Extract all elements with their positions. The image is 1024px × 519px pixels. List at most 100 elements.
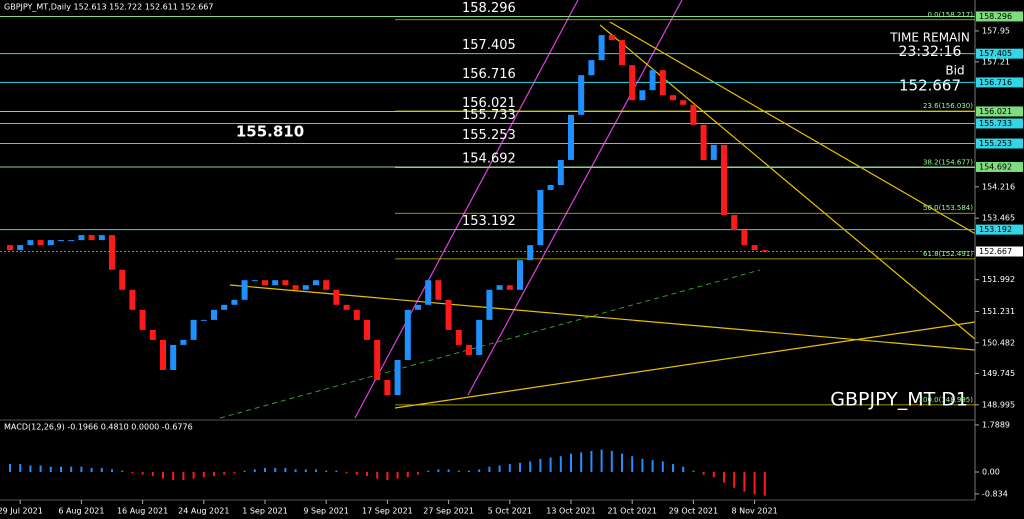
- macd-bar: [406, 471, 409, 478]
- candle-body: [537, 190, 544, 246]
- candle-body: [659, 70, 666, 96]
- macd-bar: [447, 469, 450, 472]
- candle-body: [649, 70, 656, 91]
- price-level-tag: [976, 224, 1023, 235]
- candle-body: [364, 319, 370, 340]
- candle-body: [547, 184, 554, 190]
- candle-body: [241, 280, 248, 300]
- candle-body: [527, 245, 534, 261]
- macd-bar: [111, 469, 113, 472]
- candle-body: [231, 299, 238, 305]
- macd-bar: [417, 471, 419, 475]
- macd-bar: [315, 469, 317, 472]
- bid: 152.667: [899, 77, 961, 95]
- annotation: 155.810: [236, 123, 304, 141]
- candle-body: [404, 309, 411, 360]
- candle-body: [721, 144, 727, 216]
- macd-bar: [29, 465, 32, 472]
- x-tick-label: 16 Aug 2021: [117, 507, 168, 516]
- macd-bar: [151, 471, 154, 476]
- macd-bar: [641, 458, 644, 472]
- x-tick-label: 13 Oct 2021: [546, 507, 595, 516]
- macd-bar: [672, 464, 674, 472]
- macd-bar: [223, 471, 226, 475]
- candle-body: [109, 235, 115, 270]
- price-level-label: 154.692: [462, 151, 516, 166]
- candle-body: [619, 40, 625, 66]
- candle-body: [496, 285, 503, 290]
- candle-body: [629, 65, 636, 101]
- candle-body: [517, 260, 523, 290]
- macd-bar: [478, 469, 481, 472]
- candle-body: [568, 114, 574, 160]
- x-tick-label: 27 Sep 2021: [423, 507, 474, 516]
- macd-bar: [366, 471, 368, 476]
- macd-bar: [294, 469, 297, 472]
- price-level-tag: [976, 118, 1023, 129]
- candle-body: [415, 304, 421, 310]
- macd-bar: [610, 450, 613, 472]
- macd-bar: [559, 456, 562, 472]
- macd-bar: [90, 468, 93, 472]
- macd-bar: [304, 469, 307, 472]
- macd-bar: [172, 471, 175, 480]
- candle-body: [608, 35, 615, 41]
- bid-label: Bid: [945, 64, 964, 78]
- candle-body: [170, 344, 177, 370]
- macd-bar: [519, 462, 521, 472]
- price-level-label: 157.405: [462, 38, 516, 53]
- candle-body: [374, 339, 381, 380]
- y-tick-label: 151.231: [982, 307, 1015, 316]
- candle-body: [149, 329, 156, 340]
- y-tick-label: 153.465: [982, 214, 1015, 223]
- candle-body: [68, 240, 75, 242]
- macd-y-tick-label: -0.834: [982, 489, 1008, 498]
- candle-body: [302, 285, 309, 290]
- candle-body: [262, 280, 268, 286]
- macd-bar: [468, 470, 470, 472]
- macd-bar: [763, 471, 766, 496]
- price-level-label: 155.253: [462, 128, 516, 143]
- candle-body: [741, 230, 748, 246]
- macd-bar: [9, 464, 11, 472]
- price-level-tag-label: 157.405: [979, 49, 1012, 58]
- candle-body: [557, 159, 564, 185]
- candle-body: [343, 304, 350, 310]
- candle-body: [47, 240, 54, 246]
- macd-bar: [121, 470, 124, 472]
- candle-body: [384, 380, 391, 396]
- candle-body: [119, 269, 126, 290]
- macd-bar: [284, 468, 287, 472]
- macd-bar: [712, 471, 715, 478]
- candle-body: [506, 285, 513, 290]
- symbol-info: GBPJPY_MT,Daily 152.613 152.722 152.611 …: [4, 3, 213, 12]
- candle-body: [700, 124, 707, 160]
- macd-bar: [243, 470, 246, 472]
- fib-label: 100.0(148.995): [919, 396, 974, 404]
- candle-body: [200, 319, 207, 321]
- candle-body: [27, 240, 34, 246]
- macd-bar: [60, 466, 62, 472]
- x-tick-label: 9 Sep 2021: [303, 507, 349, 516]
- price-level-tag: [976, 106, 1023, 117]
- candle-body: [272, 280, 279, 286]
- candle-body: [211, 309, 217, 320]
- price-level-tag: [976, 48, 1023, 59]
- macd-bar: [39, 465, 42, 472]
- macd-bar: [80, 466, 83, 472]
- current-price-tag-label: 152.667: [979, 247, 1012, 256]
- fib-label: 38.2(154.677): [923, 159, 973, 167]
- trend-line: [609, 21, 1024, 263]
- candle-body: [425, 280, 432, 305]
- price-level-label: 155.733: [462, 108, 516, 123]
- trend-line: [229, 284, 976, 351]
- candle-body: [88, 235, 95, 241]
- macd-bar: [702, 471, 705, 475]
- macd-bar: [733, 471, 736, 488]
- candle-body: [129, 289, 136, 310]
- fib-label: 0.0(158.217): [927, 11, 973, 19]
- price-level-tag: [976, 77, 1023, 88]
- macd-bar: [682, 466, 685, 472]
